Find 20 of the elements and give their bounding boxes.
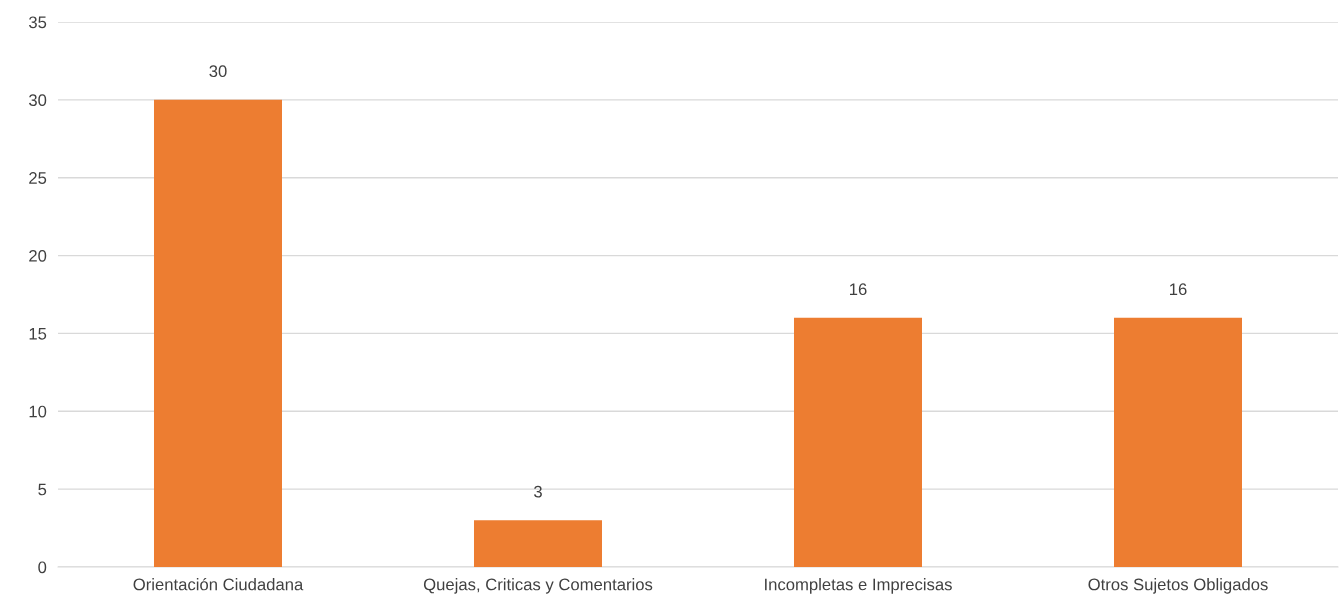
y-tick-label: 20 (29, 249, 47, 262)
y-tick-label: 5 (38, 483, 47, 496)
data-label: 3 (534, 485, 542, 498)
y-tick-label: 25 (29, 172, 47, 184)
bar (474, 520, 602, 567)
x-tick-label: Orientación Ciudadana (133, 577, 304, 591)
y-tick-label: 35 (28, 16, 47, 29)
data-label: 30 (209, 65, 227, 78)
y-tick-label: 0 (38, 561, 47, 574)
data-label: 16 (850, 283, 867, 296)
x-tick-label: Incompletas e Imprecisas (765, 578, 952, 594)
y-tick-label: 30 (28, 94, 47, 107)
data-label: 16 (1170, 283, 1187, 296)
y-tick-label: 10 (29, 405, 47, 418)
bar (154, 99, 282, 567)
bar (794, 317, 922, 567)
bar (1114, 317, 1242, 567)
x-tick-label: Otros Sujetos Obligados (1088, 578, 1268, 594)
y-tick-label: 15 (29, 328, 47, 340)
x-tick-label: Quejas, Criticas y Comentarios (423, 578, 653, 594)
